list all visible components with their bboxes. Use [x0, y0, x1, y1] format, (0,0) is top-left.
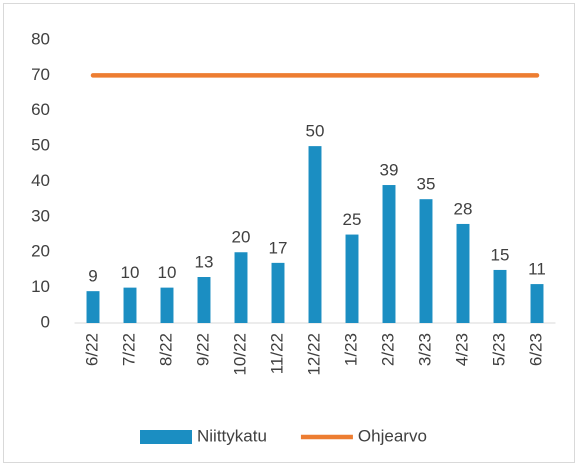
- bar: [493, 269, 507, 323]
- bar: [197, 277, 211, 323]
- bar: [345, 234, 359, 323]
- bar: [271, 262, 285, 323]
- bar: [530, 284, 544, 323]
- bar: [456, 223, 470, 323]
- data-label: 13: [195, 252, 214, 271]
- bar: [419, 199, 433, 323]
- legend-label: Niittykatu: [197, 426, 267, 445]
- data-label: 39: [380, 161, 399, 180]
- bar: [382, 185, 396, 323]
- y-tick-label: 50: [31, 136, 50, 155]
- data-label: 25: [343, 210, 362, 229]
- data-label: 17: [269, 238, 288, 257]
- x-tick-label: 1/23: [341, 333, 360, 366]
- bar: [86, 291, 100, 323]
- bar: [234, 252, 248, 323]
- x-tick-label: 4/23: [452, 333, 471, 366]
- y-tick-label: 80: [31, 29, 50, 48]
- x-tick-label: 6/22: [82, 333, 101, 366]
- data-label: 15: [491, 245, 510, 264]
- data-label: 50: [306, 122, 325, 141]
- y-tick-label: 60: [31, 100, 50, 119]
- data-label: 10: [158, 263, 177, 282]
- data-label: 10: [121, 263, 140, 282]
- x-tick-label: 7/22: [119, 333, 138, 366]
- data-label: 35: [417, 175, 436, 194]
- x-tick-label: 11/22: [267, 333, 286, 374]
- bar: [160, 287, 174, 323]
- x-tick-label: 8/22: [156, 333, 175, 366]
- bar: [123, 287, 137, 323]
- legend-label: Ohjearvo: [358, 426, 427, 445]
- x-tick-label: 12/22: [304, 333, 323, 376]
- data-label: 28: [454, 199, 473, 218]
- data-label: 9: [88, 267, 97, 286]
- data-label: 11: [528, 260, 546, 279]
- y-tick-label: 20: [31, 242, 50, 261]
- y-tick-label: 30: [31, 206, 50, 225]
- chart-border: [3, 3, 575, 463]
- legend-swatch: [140, 430, 192, 444]
- bar: [308, 146, 322, 323]
- x-tick-label: 6/23: [526, 333, 545, 366]
- x-tick-label: 5/23: [489, 333, 508, 366]
- data-label: 20: [232, 228, 251, 247]
- x-tick-label: 10/22: [230, 333, 249, 376]
- x-tick-label: 3/23: [415, 333, 434, 366]
- x-tick-label: 2/23: [378, 333, 397, 366]
- y-tick-label: 10: [31, 277, 50, 296]
- x-tick-label: 9/22: [193, 333, 212, 366]
- y-tick-label: 0: [41, 312, 50, 331]
- y-tick-label: 70: [31, 65, 50, 84]
- y-tick-label: 40: [31, 171, 50, 190]
